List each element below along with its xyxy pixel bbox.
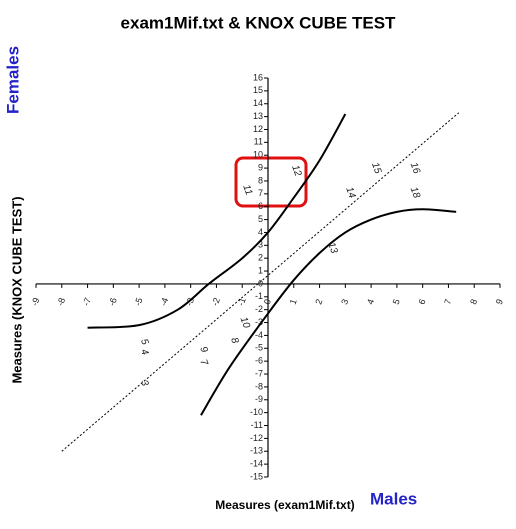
x-tick-label: -9 — [29, 296, 41, 307]
y-tick-label: 13 — [253, 111, 263, 121]
point-label: 12 — [289, 164, 303, 179]
y-tick-label: 15 — [253, 85, 263, 95]
reference-line — [61, 112, 460, 452]
x-tick-label: 4 — [365, 298, 376, 306]
y-tick-label: 9 — [258, 162, 263, 172]
point-label: 18 — [408, 185, 422, 200]
y-tick-label: 4 — [258, 227, 263, 237]
x-tick-label: 8 — [468, 298, 479, 306]
x-axis-label: Measures (exam1Mif.txt) — [215, 498, 354, 512]
point-label: 8 — [228, 336, 240, 345]
x-tick-label: 5 — [391, 298, 402, 306]
y-tick-label: 5 — [258, 214, 263, 224]
point-label: 4 — [138, 348, 150, 357]
y-tick-label: -1 — [255, 291, 263, 301]
y-tick-label: 11 — [254, 137, 263, 147]
y-tick-label: 8 — [258, 175, 263, 185]
y-tick-label: -14 — [250, 459, 263, 469]
y-tick-label: 16 — [253, 72, 263, 82]
y-tick-label: 2 — [258, 253, 263, 263]
y-group-label: Females — [3, 46, 22, 114]
x-tick-label: 2 — [313, 298, 324, 306]
x-tick-label: 3 — [339, 298, 350, 306]
y-tick-label: -6 — [255, 356, 263, 366]
y-tick-label: -2 — [255, 304, 263, 314]
y-tick-label: 7 — [258, 188, 263, 198]
y-tick-label: 10 — [253, 150, 263, 160]
x-tick-label: -6 — [107, 296, 119, 307]
x-tick-label: -8 — [55, 296, 67, 307]
confidence-curve — [200, 208, 457, 416]
y-axis-label: Measures (KNOX CUBE TEST) — [9, 196, 24, 383]
y-tick-label: 14 — [253, 98, 263, 108]
chart-title: exam1Mif.txt & KNOX CUBE TEST — [121, 13, 396, 32]
y-tick-label: -15 — [250, 471, 263, 481]
point-label: 7 — [197, 358, 209, 367]
point-label: 13 — [325, 241, 339, 256]
point-label: 9 — [197, 345, 209, 354]
y-tick-label: 3 — [258, 240, 263, 250]
y-tick-label: 12 — [253, 124, 263, 134]
y-tick-label: 1 — [258, 265, 263, 275]
x-tick-label: 7 — [442, 298, 453, 306]
confidence-curve — [87, 113, 347, 329]
x-tick-label: 6 — [417, 298, 428, 306]
point-label: 10 — [238, 315, 252, 330]
x-tick-label: -4 — [158, 296, 170, 307]
y-tick-label: -9 — [255, 394, 263, 404]
y-tick-label: -8 — [255, 381, 263, 391]
point-label: 3 — [138, 379, 150, 388]
y-tick-label: -7 — [255, 368, 263, 378]
y-tick-label: 6 — [258, 201, 263, 211]
x-tick-label: 1 — [288, 298, 299, 306]
point-label: 14 — [343, 185, 357, 200]
y-tick-label: 0 — [258, 278, 263, 288]
y-tick-label: -5 — [255, 343, 263, 353]
y-tick-label: -10 — [250, 407, 263, 417]
x-tick-label: 9 — [494, 298, 505, 306]
x-tick-label: -2 — [210, 296, 222, 307]
point-label: 5 — [138, 337, 150, 346]
y-tick-label: -12 — [250, 433, 263, 443]
x-tick-label: -1 — [236, 296, 248, 307]
x-tick-label: -7 — [81, 296, 93, 307]
x-group-label: Males — [370, 489, 417, 508]
point-label: 15 — [369, 161, 383, 176]
y-tick-label: -3 — [255, 317, 263, 327]
x-tick-label: 0 — [262, 298, 273, 306]
y-tick-label: -4 — [255, 330, 263, 340]
x-tick-label: -5 — [132, 296, 144, 307]
y-tick-label: -11 — [251, 420, 263, 430]
point-label: 11 — [240, 183, 254, 197]
point-label: 16 — [408, 161, 422, 176]
y-tick-label: -13 — [250, 446, 263, 456]
